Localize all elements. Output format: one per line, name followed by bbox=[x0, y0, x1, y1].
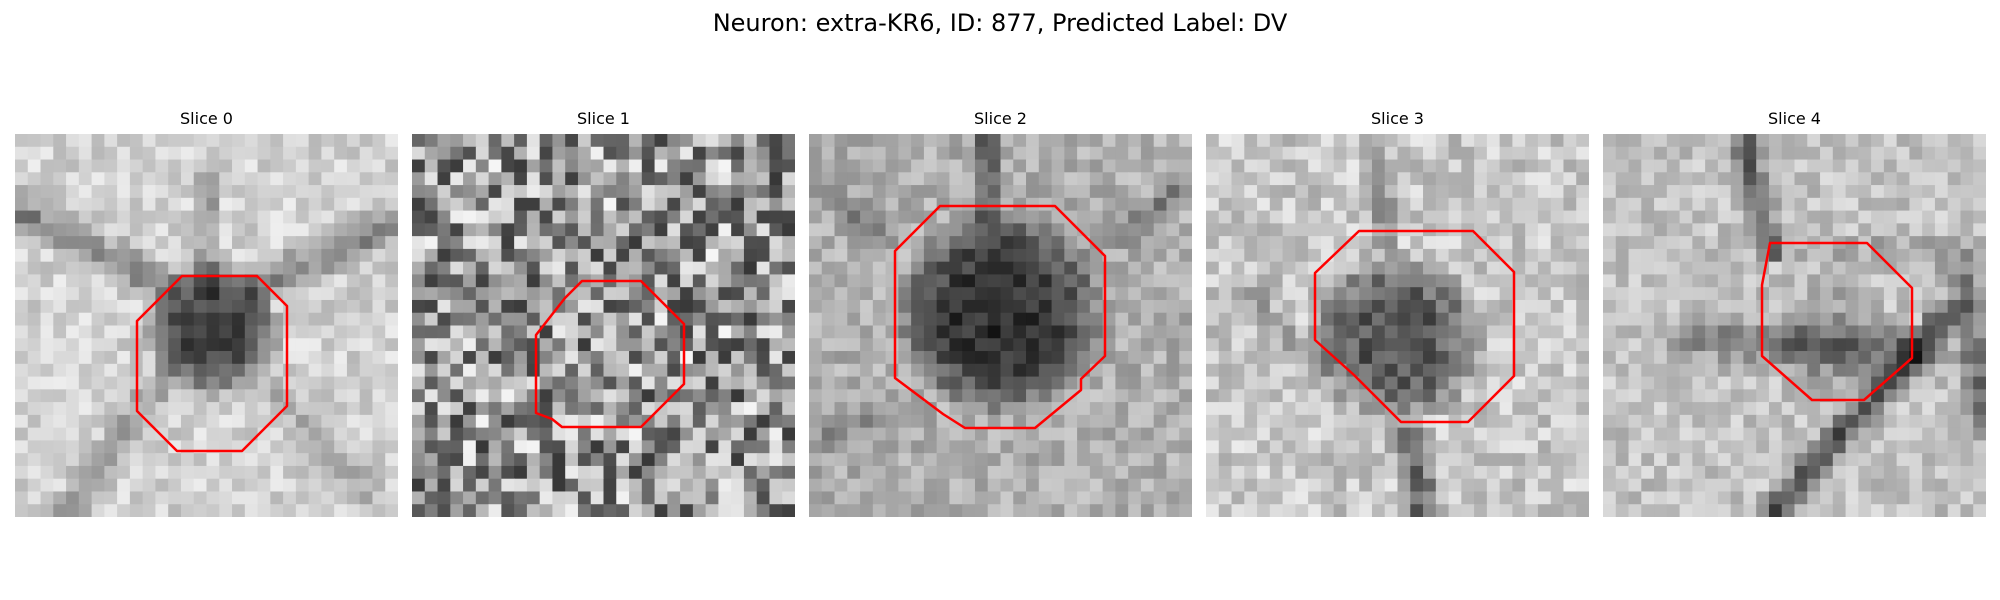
slice-3-canvas bbox=[1206, 134, 1589, 517]
slice-3-title: Slice 3 bbox=[1371, 109, 1424, 128]
slice-0-image bbox=[15, 134, 398, 517]
slice-0-contour bbox=[135, 274, 289, 453]
slice-0-title: Slice 0 bbox=[180, 109, 233, 128]
slice-3-contour bbox=[1313, 229, 1516, 424]
slice-2-title: Slice 2 bbox=[974, 109, 1027, 128]
slice-2-contour bbox=[893, 204, 1107, 430]
slice-4-canvas bbox=[1603, 134, 1986, 517]
slice-4-image bbox=[1603, 134, 1986, 517]
slice-2-canvas bbox=[809, 134, 1192, 517]
slice-1-canvas bbox=[412, 134, 795, 517]
slice-0-canvas bbox=[15, 134, 398, 517]
slice-4-title: Slice 4 bbox=[1768, 109, 1821, 128]
slice-1-image bbox=[412, 134, 795, 517]
figure-title: Neuron: extra-KR6, ID: 877, Predicted La… bbox=[712, 9, 1288, 37]
slice-1-title: Slice 1 bbox=[577, 109, 630, 128]
slice-2-image bbox=[809, 134, 1192, 517]
slice-3-image bbox=[1206, 134, 1589, 517]
slice-4-contour bbox=[1760, 241, 1914, 402]
slice-1-contour bbox=[534, 279, 686, 429]
